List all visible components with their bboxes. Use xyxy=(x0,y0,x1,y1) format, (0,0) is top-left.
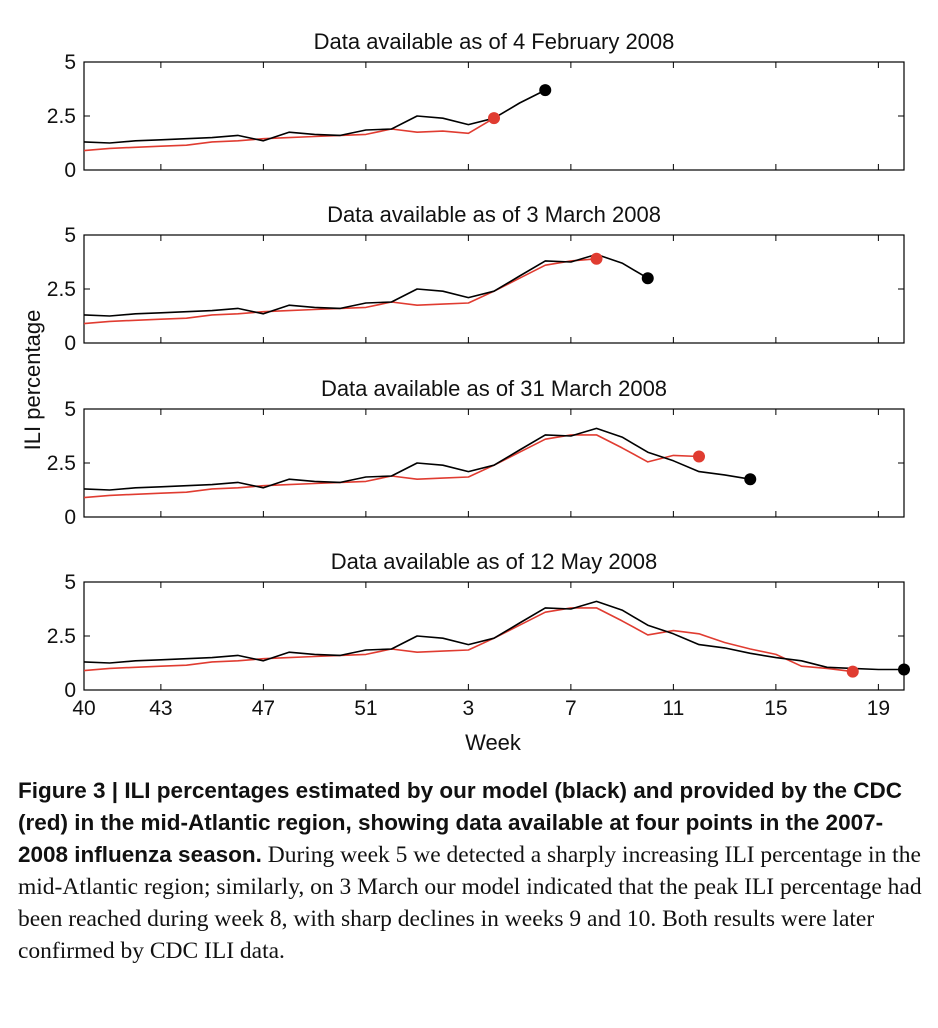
panels: Data available as of 4 February 2008 0 2.5… xyxy=(47,29,910,720)
cdc-latest-point xyxy=(693,450,705,463)
y-tick-label: 0 xyxy=(64,159,76,182)
x-tick-label: 47 xyxy=(252,697,275,720)
model-latest-point xyxy=(898,663,910,676)
model-series-line xyxy=(83,600,904,671)
caption-body: During week 5 we detected a sharply incr… xyxy=(18,842,922,964)
x-tick-label: 43 xyxy=(149,697,172,720)
cdc-series-line xyxy=(83,117,495,152)
model-series-line xyxy=(83,427,751,491)
x-tick-label: 51 xyxy=(354,697,377,720)
y-tick-label: 2.5 xyxy=(47,452,76,475)
cdc-series-line xyxy=(83,258,597,325)
panel-title: Data available as of 12 May 2008 xyxy=(331,549,658,574)
y-tick-label: 2.5 xyxy=(47,625,76,648)
cdc-latest-point xyxy=(590,252,603,265)
panel-title: Data available as of 31 March 2008 xyxy=(321,376,667,401)
y-tick-label: 0 xyxy=(64,679,76,702)
panel-3: Data available as of 31 March 2008 0 2.5 5 xyxy=(47,376,905,529)
y-tick-label: 5 xyxy=(64,398,76,421)
x-tick-label: 15 xyxy=(764,697,787,720)
caption-lead: Figure 3 | ILI percentages estimated by … xyxy=(18,778,902,867)
model-series-line xyxy=(83,89,546,144)
x-tick-label: 11 xyxy=(662,697,684,720)
cdc-series-line xyxy=(83,434,700,499)
plot-frame xyxy=(83,581,905,691)
x-tick-label: 19 xyxy=(867,697,890,720)
x-tick-label: 40 xyxy=(72,697,95,720)
y-tick-label: 5 xyxy=(64,51,76,74)
panel-4: Data available as of 12 May 2008 0 2.5 5 40 4… xyxy=(47,549,910,720)
model-series-line xyxy=(83,253,649,317)
panel-2: Data available as of 3 March 2008 0 2.5 5 xyxy=(47,202,905,355)
y-axis-label: ILI percentage xyxy=(20,310,45,451)
ili-figure: ILI percentage Week Data available as of… xyxy=(20,29,910,755)
plot-frame xyxy=(83,408,905,518)
cdc-series-line xyxy=(83,607,853,673)
y-tick-label: 5 xyxy=(64,224,76,247)
x-tick-label: 3 xyxy=(463,697,475,720)
y-tick-label: 0 xyxy=(64,506,76,529)
x-axis-label: Week xyxy=(465,730,522,755)
figure-caption: Figure 3 | ILI percentages estimated by … xyxy=(18,775,923,967)
y-tick-label: 2.5 xyxy=(47,278,76,301)
cdc-latest-point xyxy=(488,112,500,125)
y-tick-label: 5 xyxy=(64,571,76,594)
cdc-latest-point xyxy=(846,665,859,678)
model-latest-point xyxy=(744,473,757,486)
panel-title: Data available as of 4 February 2008 xyxy=(314,29,675,54)
y-tick-label: 2.5 xyxy=(47,105,76,128)
panel-title: Data available as of 3 March 2008 xyxy=(327,202,661,227)
panel-1: Data available as of 4 February 2008 0 2.5… xyxy=(47,29,905,182)
y-tick-label: 0 xyxy=(64,332,76,355)
model-latest-point xyxy=(539,84,552,97)
x-tick-label: 7 xyxy=(565,697,577,720)
plot-frame xyxy=(83,234,905,344)
model-latest-point xyxy=(641,272,654,285)
